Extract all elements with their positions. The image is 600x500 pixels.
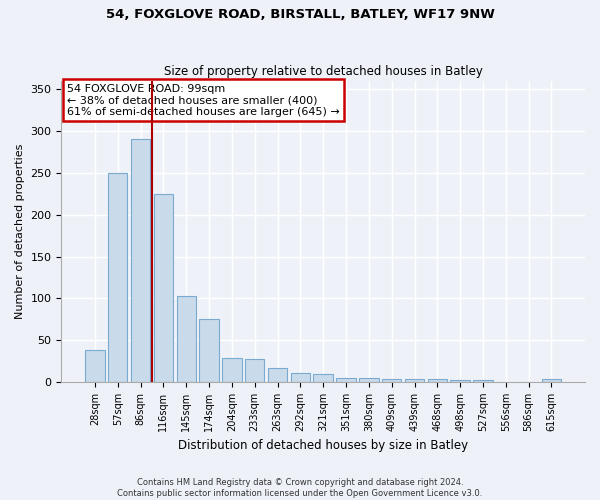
Y-axis label: Number of detached properties: Number of detached properties <box>15 144 25 319</box>
Bar <box>290 373 310 382</box>
Bar <box>405 378 424 382</box>
Bar <box>108 173 127 382</box>
Bar <box>268 368 287 382</box>
Text: Contains HM Land Registry data © Crown copyright and database right 2024.
Contai: Contains HM Land Registry data © Crown c… <box>118 478 482 498</box>
Bar <box>473 380 493 382</box>
Bar <box>85 350 104 382</box>
Bar <box>337 378 356 382</box>
Bar <box>222 358 242 382</box>
Bar <box>359 378 379 382</box>
Bar <box>199 320 219 382</box>
Bar <box>313 374 333 382</box>
Bar <box>154 194 173 382</box>
Title: Size of property relative to detached houses in Batley: Size of property relative to detached ho… <box>164 66 482 78</box>
Bar <box>131 138 150 382</box>
Bar <box>245 358 265 382</box>
Text: 54, FOXGLOVE ROAD, BIRSTALL, BATLEY, WF17 9NW: 54, FOXGLOVE ROAD, BIRSTALL, BATLEY, WF1… <box>106 8 494 20</box>
Bar <box>176 296 196 382</box>
Text: 54 FOXGLOVE ROAD: 99sqm
← 38% of detached houses are smaller (400)
61% of semi-d: 54 FOXGLOVE ROAD: 99sqm ← 38% of detache… <box>67 84 340 117</box>
Bar <box>428 380 447 382</box>
Bar <box>451 380 470 382</box>
Bar <box>382 378 401 382</box>
X-axis label: Distribution of detached houses by size in Batley: Distribution of detached houses by size … <box>178 440 468 452</box>
Bar <box>542 380 561 382</box>
